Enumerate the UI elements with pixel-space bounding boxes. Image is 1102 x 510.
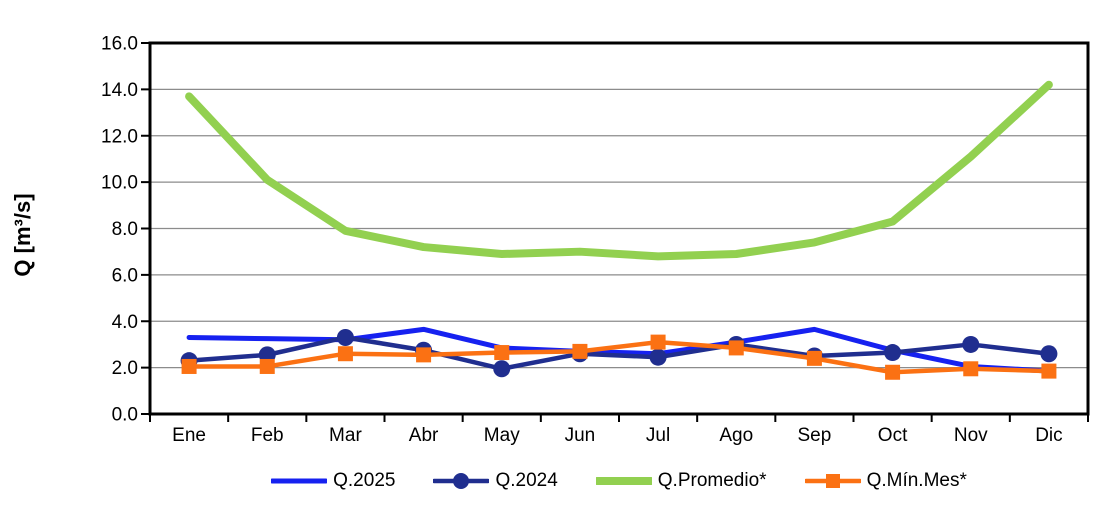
y-tick-label: 4.0: [112, 312, 138, 333]
series-line-q-promedio: [185, 80, 1053, 261]
data-point-q-m-n-mes: [337, 346, 353, 362]
y-tick-label: 0.0: [112, 405, 138, 426]
data-point-q-m-n-mes: [1041, 363, 1057, 379]
x-axis-label: Sep: [798, 425, 832, 446]
data-point-q-2024: [962, 335, 980, 353]
legend-swatch-q-m-n-mes: [804, 474, 861, 488]
x-axis-label: Dic: [1035, 425, 1062, 446]
y-tick-label: 14.0: [101, 80, 138, 101]
legend-label-q-2024: Q.2024: [495, 470, 558, 491]
data-point-q-2024: [884, 344, 902, 362]
data-point-q-m-n-mes: [728, 340, 744, 356]
data-point-q-2024: [493, 360, 511, 378]
legend: Q.2025 Q.2024 Q.Promedio* Q.Mín.Mes*: [150, 464, 1088, 498]
x-axis-label: Mar: [329, 425, 362, 446]
legend-marker-circle-icon: [453, 473, 470, 489]
legend-item-q-2025: Q.2025: [271, 470, 395, 492]
data-point-q-m-n-mes: [572, 343, 588, 359]
legend-swatch-q-promedio: [595, 477, 652, 485]
data-point-q-m-n-mes: [806, 350, 822, 366]
legend-marker-square-icon: [825, 474, 840, 488]
x-axis-label: Nov: [954, 425, 988, 446]
x-axis-label: Jul: [646, 425, 670, 446]
plot-frame: [148, 41, 1090, 416]
legend-swatch-q-2024: [433, 473, 490, 489]
x-axis-label: Oct: [878, 425, 908, 446]
y-tick-label: 10.0: [101, 173, 138, 194]
legend-label-q-m-n-mes: Q.Mín.Mes*: [866, 470, 967, 491]
data-point-q-m-n-mes: [885, 364, 901, 380]
x-axis-label: Ago: [719, 425, 753, 446]
x-axis-label: Feb: [251, 425, 284, 446]
y-tick-label: 16.0: [101, 34, 138, 55]
legend-item-q-promedio: Q.Promedio*: [595, 470, 767, 492]
data-point-q-m-n-mes: [963, 361, 979, 377]
data-point-q-m-n-mes: [650, 334, 666, 350]
data-point-q-2024: [1040, 345, 1058, 363]
legend-label-q-2025: Q.2025: [333, 470, 396, 491]
y-tick-label: 2.0: [112, 358, 138, 379]
legend-item-q-2024: Q.2024: [433, 470, 558, 492]
legend-swatch-q-2025: [271, 478, 328, 484]
x-axis-label: Abr: [409, 425, 439, 446]
y-tick-label: 8.0: [112, 219, 138, 240]
data-point-q-m-n-mes: [416, 347, 432, 363]
data-point-q-m-n-mes: [181, 358, 197, 374]
series-line-q-2024: [186, 335, 1052, 372]
x-axis-label: Jun: [565, 425, 596, 446]
y-tick-label: 12.0: [101, 126, 138, 147]
series-line-q-m-n-mes: [186, 339, 1052, 375]
legend-item-q-m-n-mes: Q.Mín.Mes*: [804, 470, 967, 492]
y-tick-label: 6.0: [112, 265, 138, 286]
x-axis-label: May: [484, 425, 520, 446]
data-point-q-2024: [649, 348, 667, 366]
y-axis-title: Q [m³/s]: [10, 193, 35, 276]
data-point-q-2024: [336, 328, 354, 346]
legend-label-q-promedio: Q.Promedio*: [657, 470, 767, 491]
x-axis-label: Ene: [172, 425, 206, 446]
data-point-q-m-n-mes: [494, 345, 510, 361]
data-point-q-m-n-mes: [259, 358, 275, 374]
